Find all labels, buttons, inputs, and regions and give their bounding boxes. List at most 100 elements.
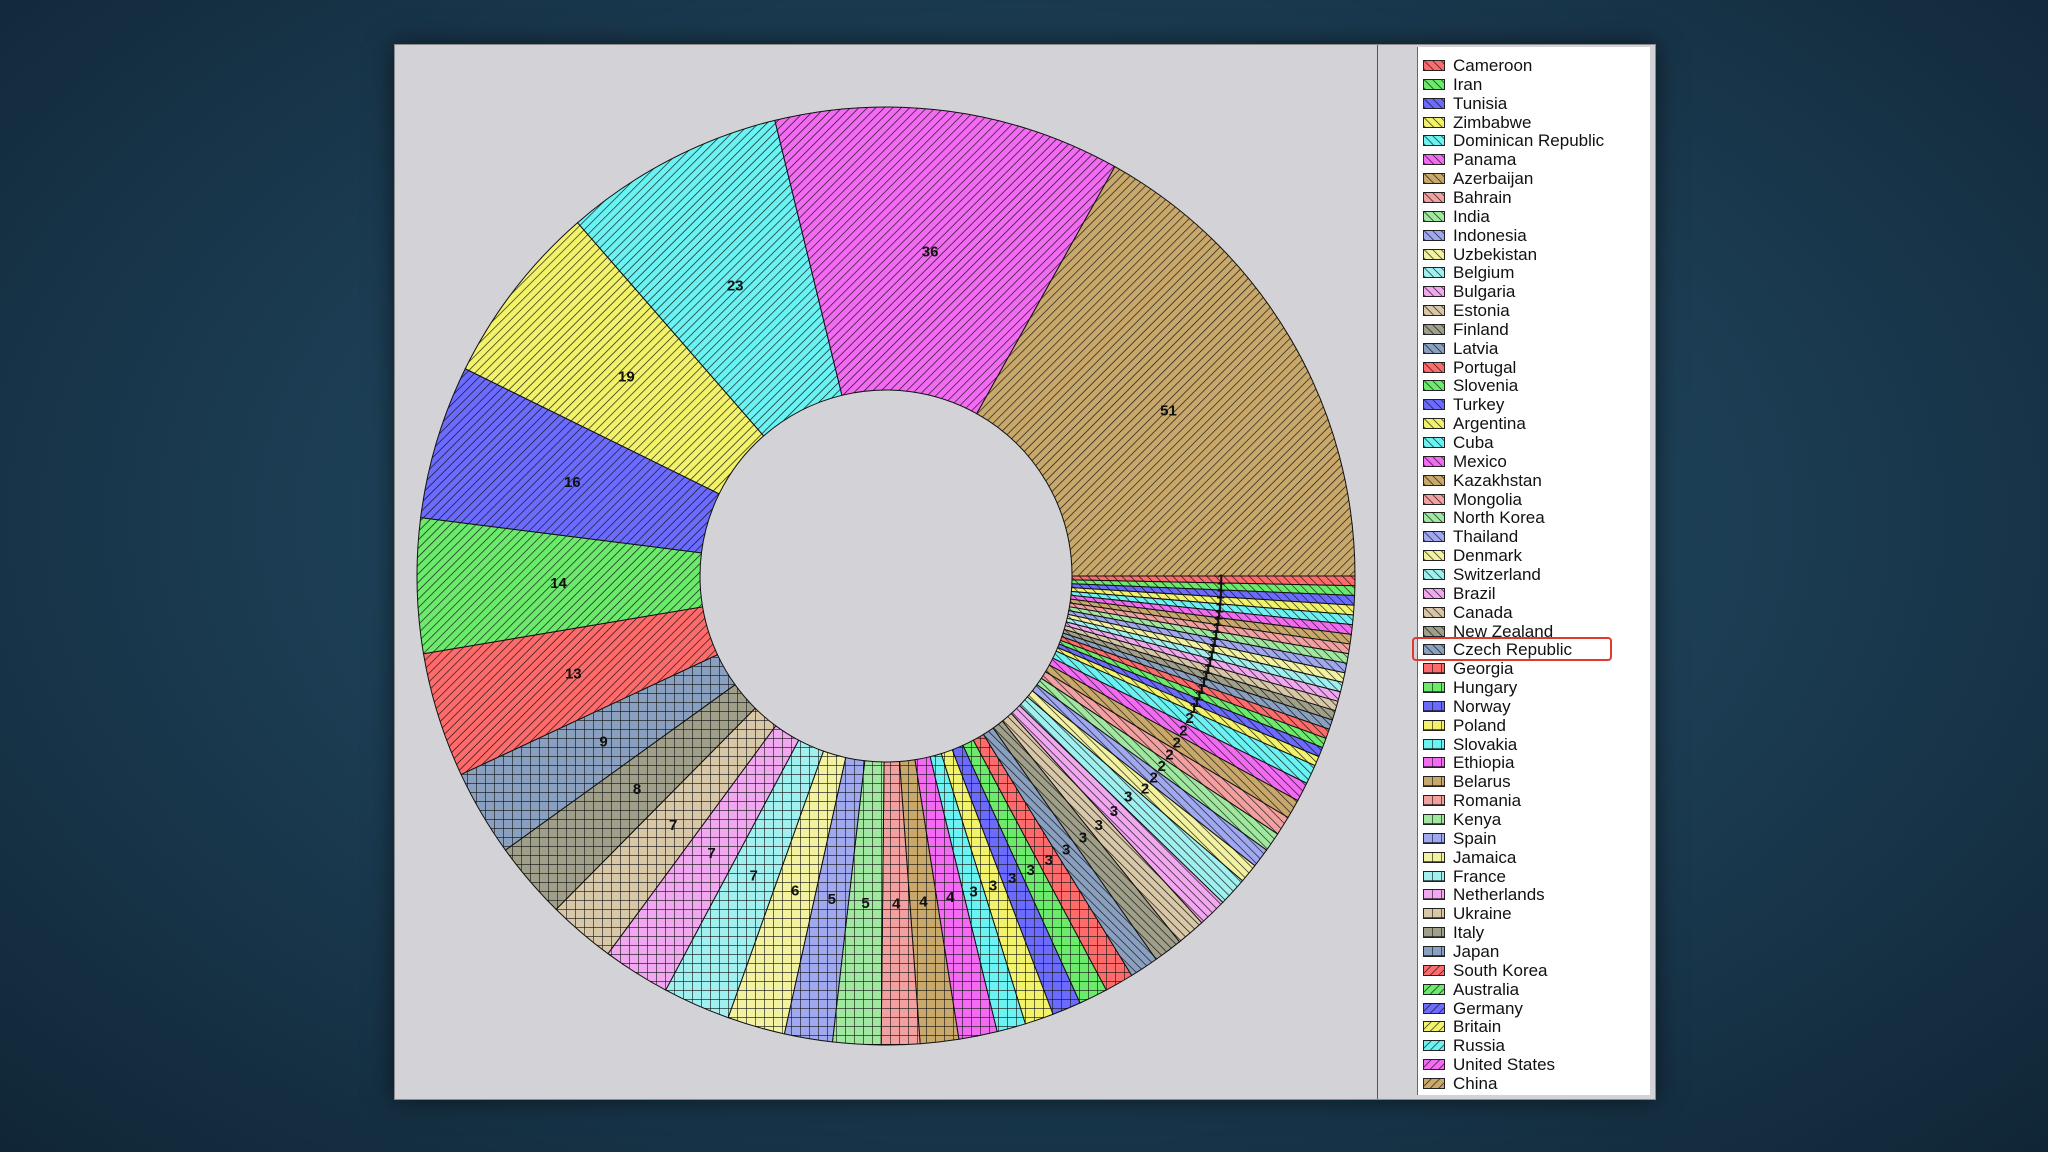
slice-value-label: 1 [1204, 661, 1212, 678]
legend-swatch [1423, 455, 1445, 467]
legend-label: Poland [1453, 715, 1506, 735]
legend-swatch [1423, 154, 1445, 166]
slice-value-label: 2 [1185, 710, 1193, 727]
legend-item: Brazil [1418, 584, 1650, 603]
legend-item: Poland [1418, 716, 1650, 735]
legend-swatch [1423, 173, 1445, 185]
legend-swatch [1423, 1040, 1445, 1052]
legend-item: Cameroon [1418, 56, 1650, 75]
slice-value-label: 1 [1214, 613, 1222, 630]
legend-item: Dominican Republic [1418, 131, 1650, 150]
legend-swatch [1423, 267, 1445, 279]
legend-label: Jamaica [1453, 847, 1517, 867]
legend-label: Belgium [1453, 263, 1515, 283]
slice-value-label: 6 [791, 883, 799, 900]
legend-item: Italy [1418, 923, 1650, 942]
slice-value-label: 3 [1110, 803, 1118, 820]
slice-value-label: 1 [1210, 634, 1218, 651]
legend-item: Portugal [1418, 358, 1650, 377]
legend-swatch [1423, 97, 1445, 109]
legend-swatch [1423, 870, 1445, 882]
legend-swatch [1423, 644, 1445, 656]
legend-swatch [1423, 135, 1445, 147]
legend-item: Britain [1418, 1017, 1650, 1036]
legend-item: Belarus [1418, 772, 1650, 791]
slice-value-label: 2 [1179, 722, 1187, 739]
legend-label: Czech Republic [1453, 640, 1573, 660]
slice-value-label: 4 [892, 895, 901, 912]
legend-item: Thailand [1418, 527, 1650, 546]
slice-value-label: 1 [1200, 674, 1208, 691]
slice-value-label: 5 [861, 895, 869, 912]
legend-swatch [1423, 550, 1445, 562]
legend-item: Japan [1418, 942, 1650, 961]
slice-value-label: 5 [828, 891, 836, 908]
legend-item: Norway [1418, 697, 1650, 716]
legend-swatch [1423, 814, 1445, 825]
legend-label: Netherlands [1453, 885, 1545, 905]
slice-value-label: 1 [1215, 606, 1223, 623]
legend-swatch [1423, 738, 1445, 750]
legend-swatch [1423, 757, 1445, 769]
legend-swatch [1423, 964, 1445, 976]
legend-swatch [1423, 625, 1445, 637]
legend-swatch [1423, 1021, 1445, 1033]
legend-swatch [1423, 719, 1445, 731]
slice-value-label: 3 [1095, 817, 1103, 834]
legend-swatch [1423, 1077, 1445, 1089]
legend-swatch [1423, 512, 1445, 524]
legend-label: Brazil [1453, 583, 1496, 603]
legend-item: Georgia [1418, 659, 1650, 678]
legend-swatch [1423, 1059, 1445, 1071]
legend-item: Ukraine [1418, 904, 1650, 923]
highlight-box [1412, 637, 1612, 662]
legend-item: Cuba [1418, 433, 1650, 452]
legend-item: Denmark [1418, 546, 1650, 565]
pie-slice-russia [576, 119, 843, 437]
slice-value-label: 1 [1197, 681, 1205, 698]
legend-item: Kenya [1418, 810, 1650, 829]
legend-swatch [1423, 229, 1445, 241]
legend-swatch [1423, 568, 1445, 580]
legend-item: Mongolia [1418, 490, 1650, 509]
legend-swatch [1423, 342, 1445, 354]
legend-swatch [1423, 210, 1445, 222]
legend-item: Romania [1418, 791, 1650, 810]
legend-item: Panama [1418, 150, 1650, 169]
legend-label: Dominican Republic [1453, 131, 1605, 151]
legend-label: Britain [1453, 1017, 1502, 1037]
legend-item: Indonesia [1418, 226, 1650, 245]
legend-swatch [1423, 399, 1445, 411]
legend-item: Zimbabwe [1418, 113, 1650, 132]
slice-value-label: 3 [989, 878, 997, 895]
legend-swatch [1423, 361, 1445, 373]
legend-label: Panama [1453, 150, 1517, 170]
slice-value-label: 7 [669, 817, 677, 834]
legend-label: Georgia [1453, 659, 1514, 679]
legend-swatch [1423, 474, 1445, 486]
slice-value-label: 7 [707, 845, 715, 862]
slice-value-label: 23 [727, 277, 744, 294]
legend-label: Iran [1453, 74, 1483, 94]
legend-swatch [1423, 531, 1445, 543]
legend-label: Ethiopia [1453, 753, 1515, 773]
legend-swatch [1423, 851, 1445, 863]
slice-value-label: 14 [550, 575, 567, 592]
slice-value-label: 1 [1207, 647, 1215, 664]
legend-swatch [1423, 663, 1445, 675]
legend-label: Indonesia [1453, 225, 1527, 245]
legend-item: Azerbaijan [1418, 169, 1650, 188]
slice-value-label: 3 [969, 884, 977, 901]
legend-item: Belgium [1418, 263, 1650, 282]
legend-item: Latvia [1418, 339, 1650, 358]
legend-item: Switzerland [1418, 565, 1650, 584]
legend-swatch [1423, 945, 1445, 957]
legend-swatch [1423, 889, 1445, 901]
legend-label: Russia [1453, 1036, 1505, 1056]
slice-value-label: 16 [564, 474, 581, 491]
slice-value-label: 1 [1215, 599, 1223, 616]
legend-swatch [1423, 832, 1445, 844]
legend-label: Kazakhstan [1453, 470, 1542, 490]
legend-label: Mongolia [1453, 489, 1522, 509]
legend-swatch [1423, 776, 1445, 788]
